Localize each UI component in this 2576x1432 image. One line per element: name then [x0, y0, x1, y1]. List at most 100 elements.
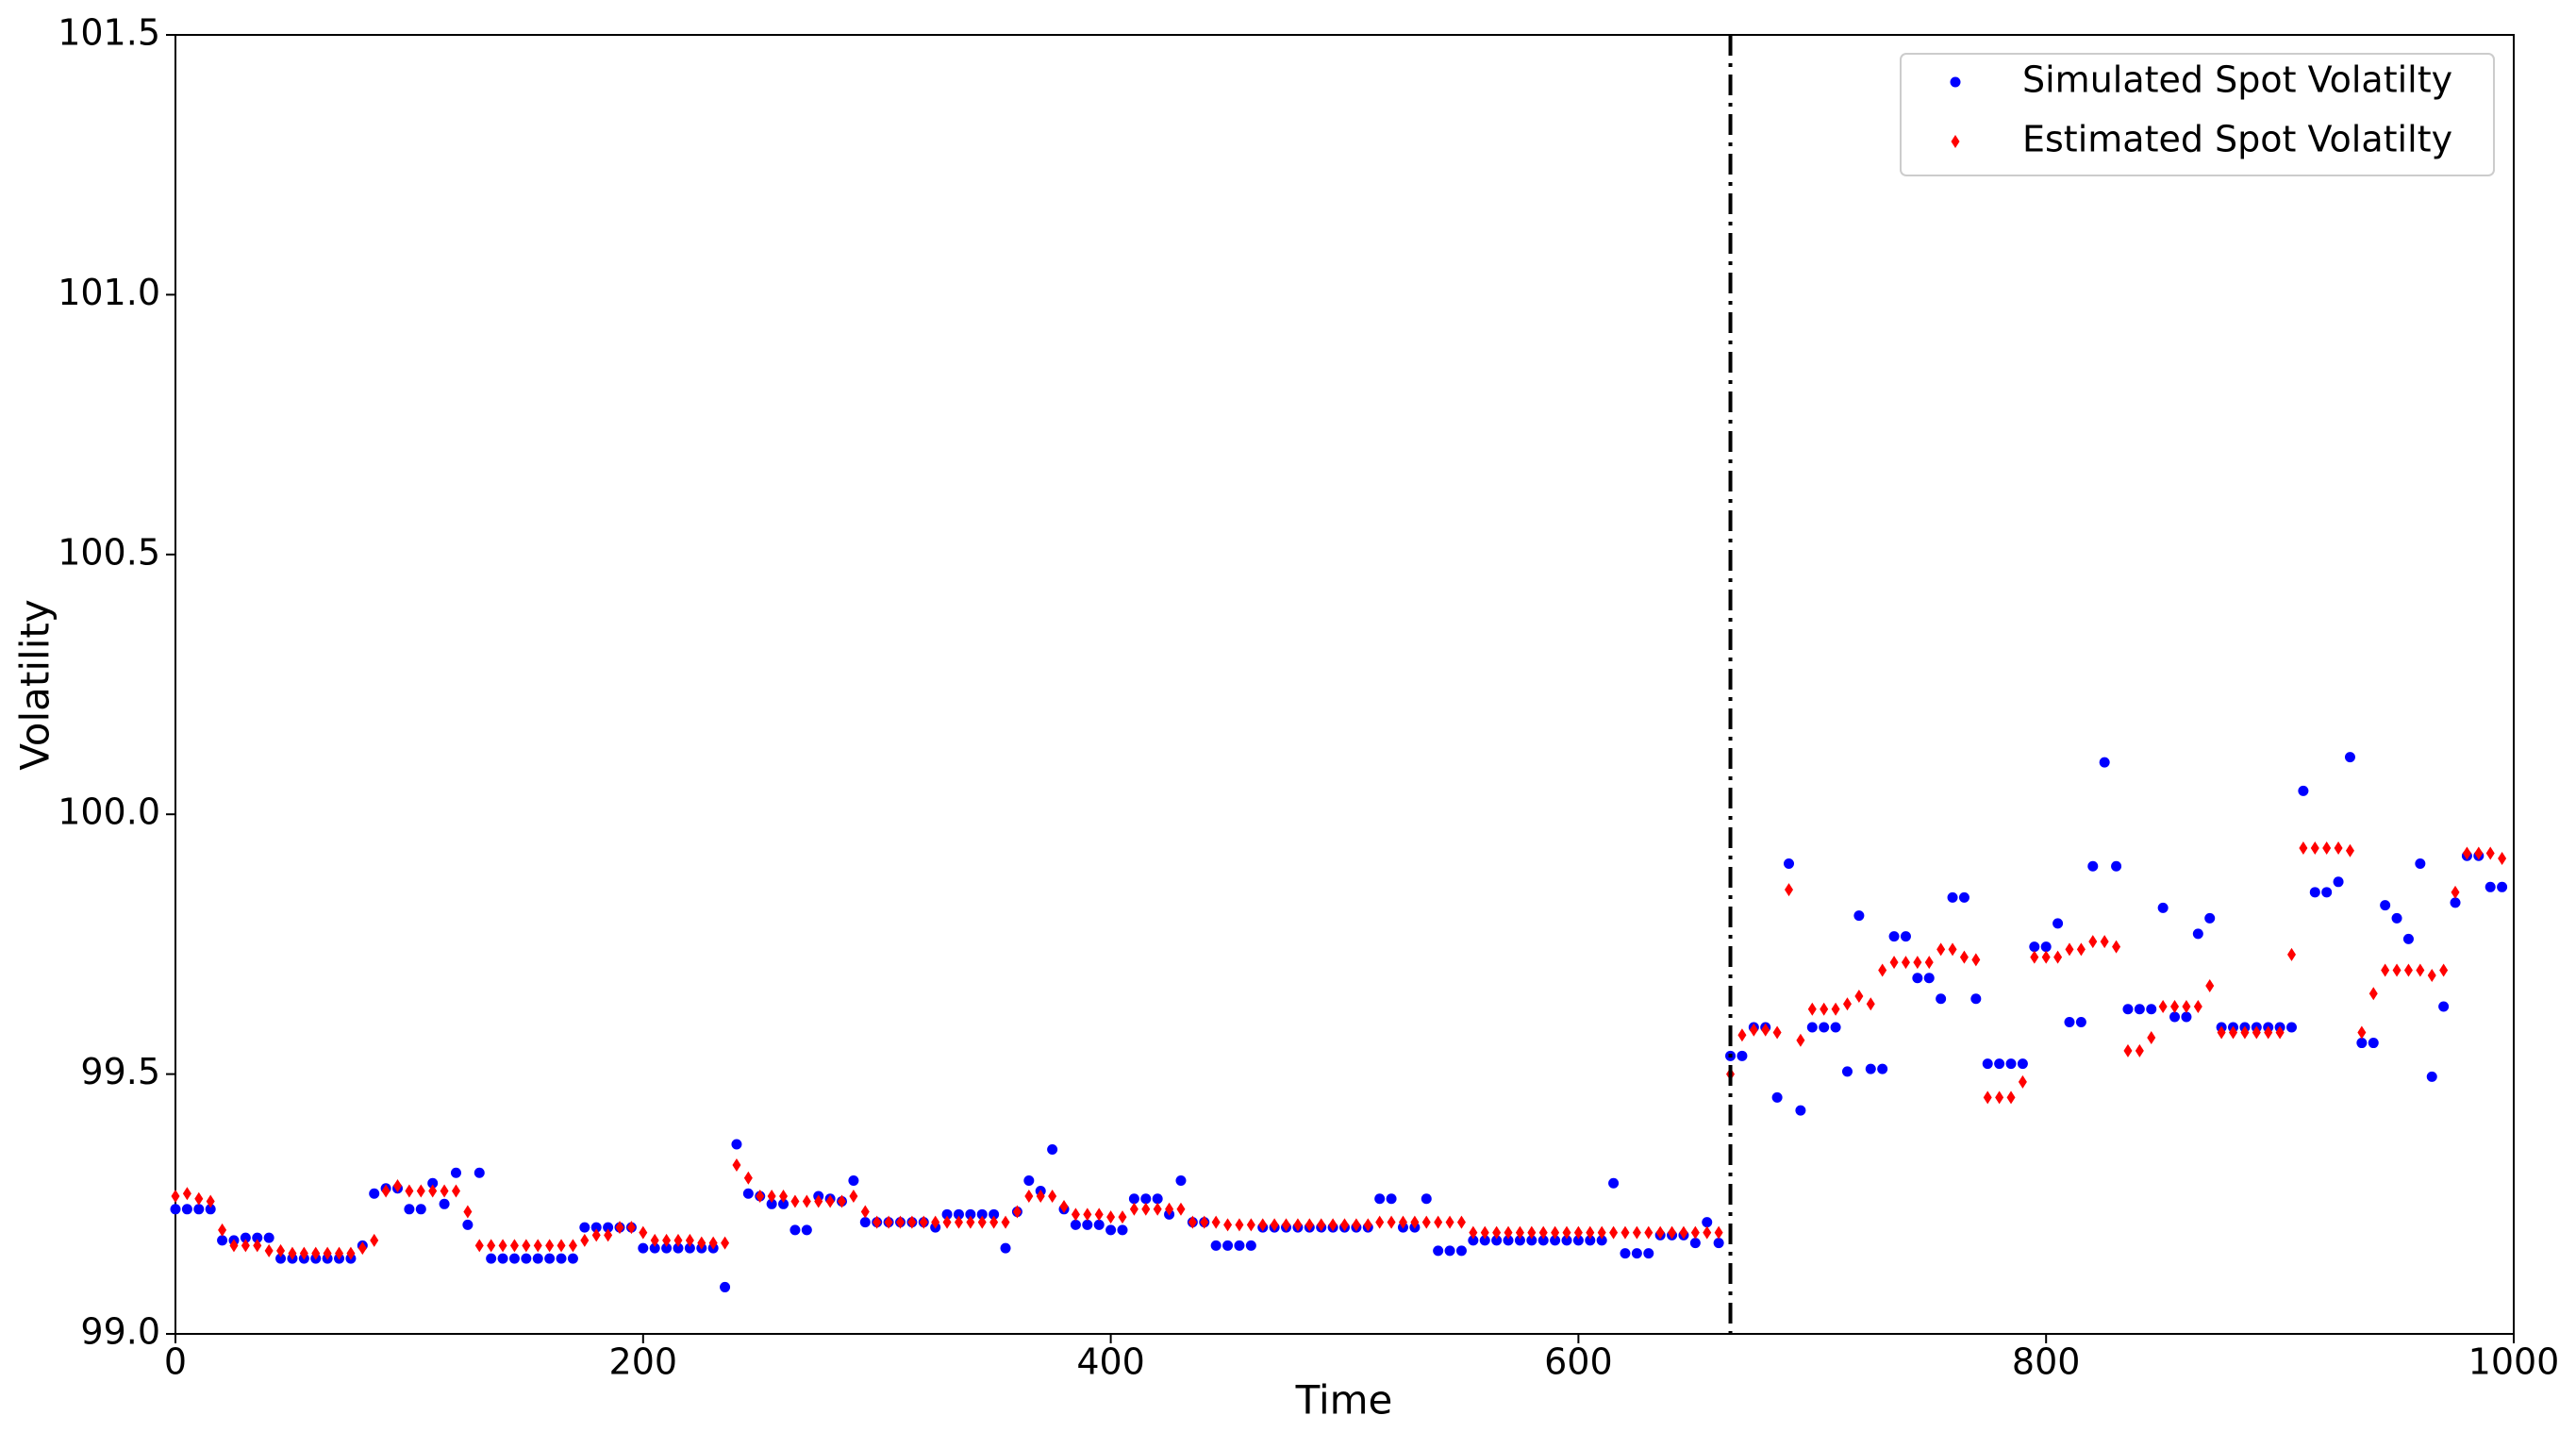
diamond-point [1340, 1218, 1349, 1232]
circle-point [2122, 1004, 2134, 1015]
legend-box [1900, 53, 2495, 176]
diamond-point [1141, 1202, 1151, 1216]
diamond-point [1690, 1225, 1700, 1240]
diamond-point [1538, 1225, 1548, 1240]
circle-point [590, 1222, 602, 1233]
circle-point [1841, 1066, 1853, 1077]
circle-point [1444, 1245, 1455, 1257]
diamond-point [825, 1194, 835, 1208]
diamond-point [2182, 999, 2191, 1013]
diamond-point [1703, 1225, 1712, 1240]
diamond-point [2345, 843, 2354, 858]
circle-point [1643, 1248, 1654, 1259]
circle-point [1561, 1235, 1572, 1246]
circle-point [2005, 1058, 2017, 1070]
diamond-point [2076, 942, 2086, 957]
circle-point [638, 1242, 649, 1254]
circle-point [731, 1139, 742, 1150]
diamond-point [2264, 1025, 2273, 1040]
circle-point [2157, 902, 2169, 913]
diamond-point [1866, 997, 1875, 1011]
circle-point [1386, 1193, 1397, 1205]
circle-point [859, 1217, 871, 1228]
diamond-point [1609, 1225, 1619, 1240]
diamond-point [2498, 852, 2507, 866]
diamond-point [790, 1194, 800, 1208]
y-tick-label: 99.0 [80, 1311, 160, 1353]
diamond-point [1421, 1215, 1431, 1229]
circle-point [2368, 1038, 2379, 1049]
circle-point [1877, 1063, 1888, 1074]
diamond-point [2240, 1025, 2250, 1040]
diamond-point [2158, 999, 2168, 1013]
circle-point [497, 1253, 508, 1264]
circle-point [462, 1219, 474, 1230]
circle-point [1222, 1240, 1234, 1251]
circle-point [1070, 1219, 1081, 1230]
circle-point [742, 1188, 754, 1199]
circle-point [1491, 1235, 1503, 1246]
diamond-point [1948, 942, 1957, 957]
diamond-point [673, 1233, 683, 1247]
diamond-point [1375, 1215, 1385, 1229]
diamond-point [2299, 841, 2308, 856]
diamond-point [2474, 846, 2484, 860]
circle-point [1771, 1091, 1783, 1103]
diamond-point [1492, 1225, 1502, 1240]
circle-point [1105, 1224, 1117, 1236]
circle-point [1503, 1235, 1514, 1246]
circle-point [684, 1242, 695, 1254]
circle-point [1982, 1058, 1993, 1070]
circle-point [439, 1198, 450, 1209]
circle-point [2309, 887, 2320, 898]
y-tick-label: 100.5 [58, 531, 160, 573]
circle-point [1140, 1193, 1152, 1205]
diamond-point [1644, 1225, 1654, 1240]
circle-point [427, 1177, 439, 1189]
diamond-point [264, 1243, 274, 1257]
circle-point [2111, 860, 2122, 872]
circle-point [1585, 1235, 1596, 1246]
diamond-point [241, 1239, 250, 1253]
circle-point [1023, 1175, 1035, 1187]
circle-point [1479, 1235, 1490, 1246]
circle-point [1526, 1235, 1537, 1246]
circle-point [2017, 1058, 2028, 1070]
diamond-point [1854, 989, 1864, 1003]
circle-point [1936, 993, 1947, 1005]
diamond-point [2053, 950, 2063, 964]
diamond-point [1749, 1023, 1758, 1037]
x-tick-label: 200 [609, 1341, 678, 1383]
diamond-point [1924, 956, 1934, 970]
circle-point [1514, 1235, 1525, 1246]
circle-point [170, 1204, 181, 1215]
diamond-point [428, 1184, 438, 1198]
circle-point [193, 1204, 205, 1215]
diamond-point [1200, 1215, 1209, 1229]
diamond-point [1807, 1002, 1817, 1016]
diamond-point [370, 1233, 379, 1247]
circle-point [369, 1188, 380, 1199]
circle-point [1234, 1240, 1245, 1251]
diamond-point [1235, 1218, 1244, 1232]
circle-point [252, 1232, 263, 1243]
diamond-point [1317, 1218, 1326, 1232]
circle-point [2415, 858, 2426, 870]
circle-point [2087, 860, 2099, 872]
diamond-point [1480, 1225, 1489, 1240]
circle-point [1000, 1242, 1011, 1254]
diamond-point [907, 1215, 917, 1229]
circle-point [720, 1281, 731, 1292]
diamond-point [1188, 1215, 1197, 1229]
diamond-point [2392, 963, 2401, 977]
diamond-point [954, 1215, 963, 1229]
diamond-point [253, 1239, 262, 1253]
diamond-point [2252, 1025, 2261, 1040]
circle-point [1912, 973, 1923, 984]
circle-point [1830, 1022, 1841, 1033]
legend-marker [1950, 76, 1961, 88]
diamond-point [1398, 1215, 1407, 1229]
y-tick-label: 99.5 [80, 1051, 160, 1092]
diamond-point [1772, 1025, 1782, 1040]
